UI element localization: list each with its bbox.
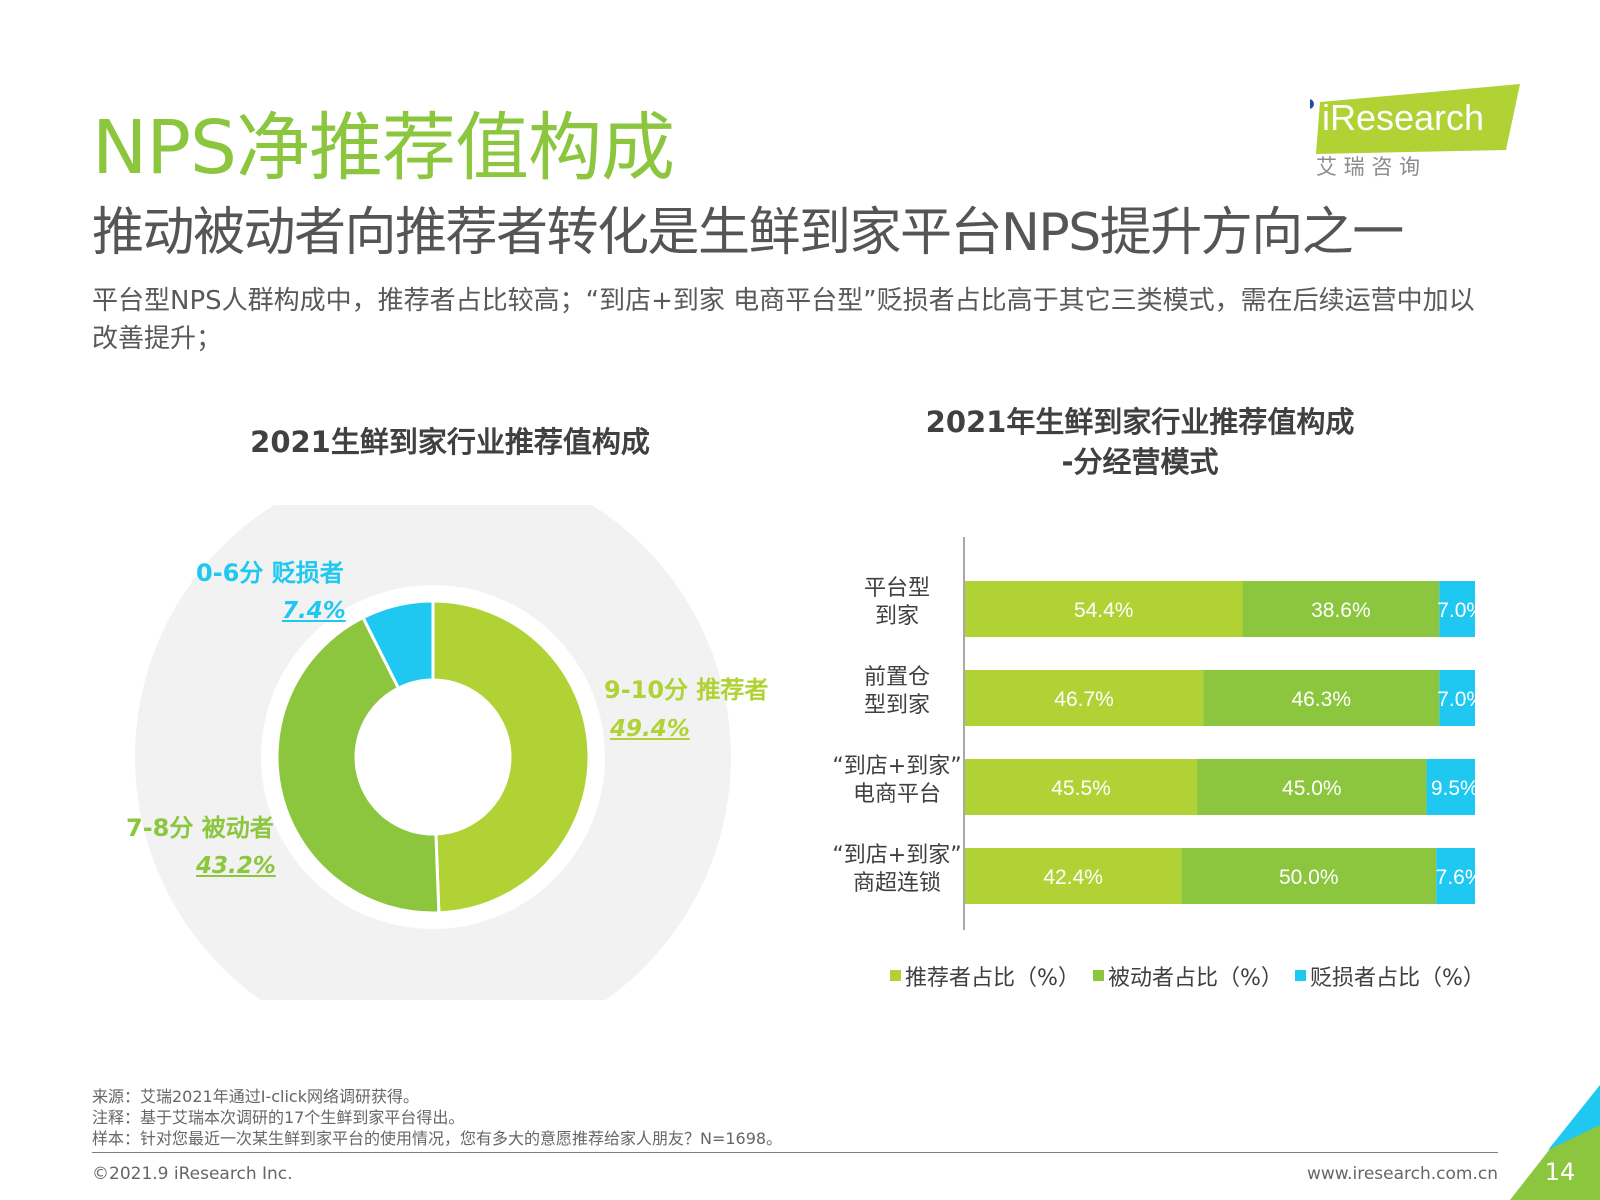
footer-source: 来源：艾瑞2021年通过I-click网络调研获得。: [92, 1087, 419, 1106]
donut-chart-title: 2021生鲜到家行业推荐值构成: [250, 425, 650, 459]
page-title: NPS净推荐值构成: [92, 105, 675, 191]
category-label-3-0: “到店+到家”: [832, 843, 961, 868]
legend-label-detractor: 贬损者占比（%）: [1310, 966, 1485, 991]
category-label-2-0: “到店+到家”: [832, 754, 961, 779]
bar-label-promoter-1: 46.7%: [1054, 688, 1114, 711]
bar-label-promoter-2: 45.5%: [1051, 777, 1111, 800]
bar-label-detractor-2: 9.5%: [1431, 777, 1479, 800]
bar-chart-title-line-2: -分经营模式: [1061, 445, 1219, 479]
corner-decoration: [1510, 1085, 1600, 1200]
bar-passive-0: [1242, 581, 1440, 637]
bar-detractor-1: [1439, 670, 1475, 726]
footer-divider: [92, 1152, 1498, 1153]
passive-value: 43.2%: [196, 853, 276, 879]
bar-detractor-0: [1439, 581, 1475, 637]
bar-promoter-3: [965, 848, 1182, 904]
footer-sample: 样本：针对您最近一次某生鲜到家平台的使用情况，您有多大的意愿推荐给家人朋友？N=…: [92, 1129, 783, 1148]
category-label-1-0: 前置仓: [864, 665, 930, 690]
bar-detractor-3: [1436, 848, 1475, 904]
bar-label-promoter-0: 54.4%: [1074, 599, 1134, 622]
bar-label-passive-0: 38.6%: [1311, 599, 1371, 622]
legend-swatch-detractor: [1295, 970, 1306, 981]
bar-passive-2: [1197, 759, 1427, 815]
logo-name: iResearch: [1322, 97, 1484, 138]
donut-chart: [135, 505, 731, 1000]
donut-slice-passive: [275, 615, 441, 915]
donut-slice-promoter: [431, 599, 591, 915]
page-number: 14: [1544, 1158, 1576, 1186]
legend-label-promoter: 推荐者占比（%）: [905, 966, 1080, 991]
website-link[interactable]: www.iresearch.com.cn: [1306, 1164, 1498, 1184]
category-label-2-1: 电商平台: [853, 782, 941, 807]
bar-label-passive-2: 45.0%: [1282, 777, 1342, 800]
promoter-value: 49.4%: [610, 716, 690, 742]
bar-label-detractor-0: 7.0%: [1437, 599, 1485, 622]
detractor-value: 7.4%: [282, 598, 346, 624]
detractor-label: 0-6分 贬损者: [196, 559, 344, 587]
bar-passive-3: [1181, 848, 1437, 904]
bar-chart-title: 2021年生鲜到家行业推荐值构成 -分经营模式: [870, 402, 1410, 482]
promoter-label: 9-10分 推荐者: [604, 676, 769, 704]
page-description: 平台型NPS人群构成中，推荐者占比较高；“到店+到家 电商平台型”贬损者占比高于…: [92, 286, 1475, 354]
bar-label-passive-1: 46.3%: [1291, 688, 1351, 711]
category-label-0-1: 到家: [875, 604, 919, 629]
iresearch-logo: iResearch 艾 瑞 咨 询: [1310, 84, 1520, 179]
bar-label-promoter-3: 42.4%: [1043, 866, 1103, 889]
legend-label-passive: 被动者占比（%）: [1108, 966, 1283, 991]
legend-swatch-promoter: [890, 970, 901, 981]
page-subtitle: 推动被动者向推荐者转化是生鲜到家平台NPS提升方向之一: [92, 203, 1404, 263]
bar-passive-1: [1203, 670, 1440, 726]
bar-promoter-2: [965, 759, 1198, 815]
copyright: ©2021.9 iResearch Inc.: [92, 1164, 293, 1184]
footer-note: 注释：基于艾瑞本次调研的17个生鲜到家平台得出。: [92, 1108, 465, 1127]
footer-notes: 来源：艾瑞2021年通过I-click网络调研获得。 注释：基于艾瑞本次调研的1…: [92, 1086, 782, 1149]
category-label-1-1: 型到家: [864, 693, 930, 718]
bar-label-detractor-1: 7.0%: [1437, 688, 1485, 711]
category-label-3-1: 商超连锁: [853, 871, 941, 896]
bar-chart-title-line-1: 2021年生鲜到家行业推荐值构成: [925, 405, 1355, 439]
donut-slice-detractor: [361, 599, 435, 691]
logo-subtitle: 艾 瑞 咨 询: [1316, 155, 1420, 179]
legend-swatch-passive: [1093, 970, 1104, 981]
bar-promoter-1: [965, 670, 1204, 726]
bar-promoter-0: [965, 581, 1243, 637]
bar-label-detractor-3: 7.6%: [1436, 866, 1484, 889]
category-label-0-0: 平台型: [864, 576, 930, 601]
bar-detractor-2: [1426, 759, 1475, 815]
bar-label-passive-3: 50.0%: [1279, 866, 1339, 889]
passive-label: 7-8分 被动者: [126, 814, 274, 842]
